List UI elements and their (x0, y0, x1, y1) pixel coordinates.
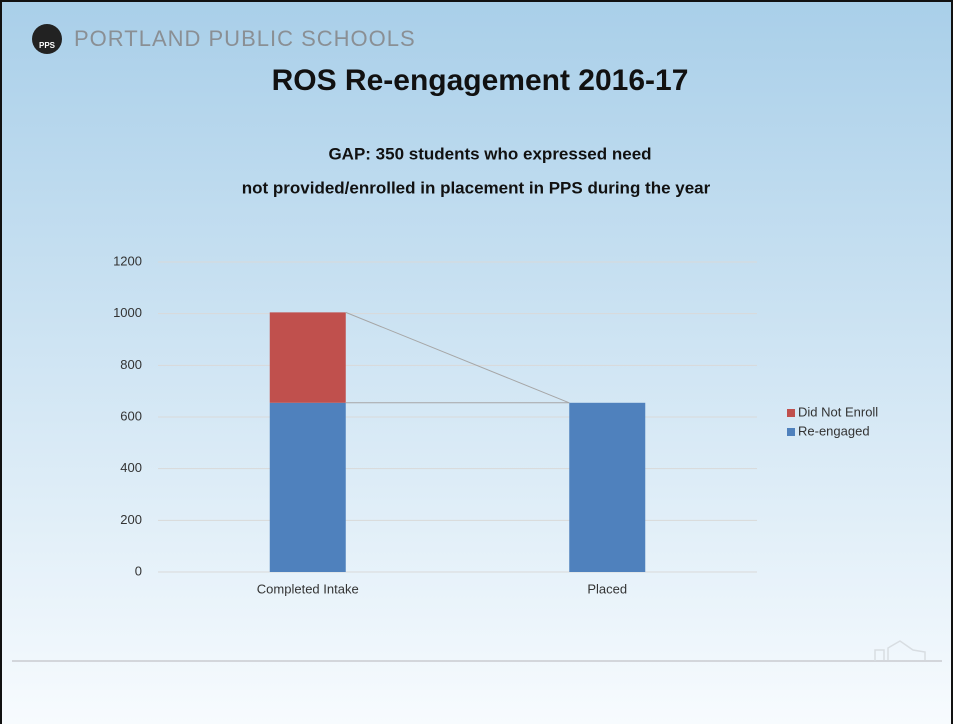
y-tick-label: 1200 (113, 253, 142, 268)
logo-text: PPS (39, 41, 56, 50)
y-tick-label: 600 (120, 408, 142, 423)
y-tick-label: 200 (120, 512, 142, 527)
legend-label: Re-engaged (798, 423, 870, 438)
footer-icon (874, 640, 926, 661)
legend-swatch (787, 428, 795, 436)
x-tick-label: Placed (587, 581, 627, 596)
y-tick-label: 800 (120, 357, 142, 372)
logo (32, 24, 62, 54)
bar (269, 312, 346, 403)
subtitle: not provided/enrolled in placement in PP… (242, 178, 711, 197)
y-tick-label: 0 (135, 563, 142, 578)
series-line (345, 311, 570, 404)
y-tick-label: 400 (120, 460, 142, 475)
x-tick-label: Completed Intake (257, 581, 359, 596)
bar (569, 402, 646, 572)
chart-title: ROS Re-engagement 2016-17 (272, 64, 689, 97)
legend-swatch (787, 409, 795, 417)
y-tick-label: 1000 (113, 305, 142, 320)
subtitle: GAP: 350 students who expressed need (328, 144, 651, 163)
legend-label: Did Not Enroll (798, 404, 878, 419)
brand-name: PORTLAND PUBLIC SCHOOLS (74, 26, 416, 51)
bar (269, 402, 346, 572)
